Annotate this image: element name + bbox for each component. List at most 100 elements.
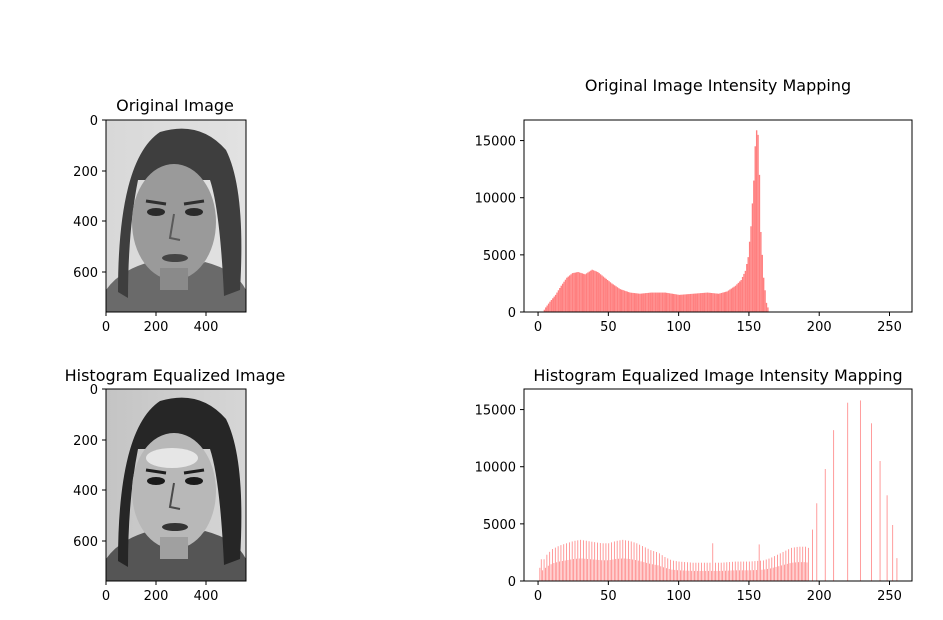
histogram-bar [734,285,737,312]
histogram-bar [677,570,678,581]
histogram-bar [601,560,603,581]
x-tick-label: 200 [144,320,169,335]
histogram-bar [608,281,610,312]
histogram-bar [816,503,818,581]
histogram-bar [733,570,735,581]
histogram-bar [708,570,709,581]
histogram-bar [618,558,619,581]
histogram-bar [726,291,728,312]
histogram-bar [741,276,744,312]
histogram-bar [774,556,775,581]
histogram-bar [737,561,739,581]
histogram-bar [720,292,723,312]
histogram-bar [644,547,646,581]
histogram-bar [698,562,700,581]
y-tick-label: 400 [73,484,98,499]
histogram-bar [646,562,648,581]
histogram-bar [682,570,684,581]
histogram-bar [633,293,636,312]
equalized-face-image [106,389,246,581]
histogram-bar [726,562,728,581]
histogram-bar [595,271,598,312]
histogram-bar [625,540,626,581]
histogram-bar [755,130,758,312]
histogram-bar [637,560,639,581]
histogram-bar [708,292,710,312]
histogram-bar [789,563,791,581]
histogram-bar [754,146,756,312]
histogram-bar [682,294,685,312]
histogram-bar [622,539,624,581]
histogram-bar [584,558,586,581]
histogram-bar [664,292,666,312]
histogram-bar [744,570,746,581]
histogram-bar [640,561,642,581]
histogram-bar [636,293,638,312]
histogram-bar [570,274,572,312]
histogram-bar [746,561,747,581]
histogram-bar [554,547,556,581]
histogram-bar [712,543,714,581]
histogram-bar [706,562,708,581]
histogram-bar [606,560,608,581]
x-tick-label: 200 [144,589,169,604]
original-image-title: Original Image [116,96,234,115]
histogram-bar [807,547,809,581]
histogram-bar [633,542,635,581]
histogram-bar [613,541,615,581]
histogram-bar [685,570,687,581]
histogram-bar [719,293,721,312]
histogram-bar [727,570,729,581]
histogram-bar [737,282,740,312]
histogram-bar [740,561,742,581]
y-tick-label: 200 [73,165,98,180]
histogram-bar [664,557,666,581]
histogram-bar [570,559,572,581]
histogram-bar [574,540,576,581]
histogram-bar [566,277,568,312]
histogram-bar [581,558,583,581]
histogram-bar [654,564,656,581]
histogram-bar [715,562,716,581]
histogram-bar [729,562,731,581]
histogram-bar [730,288,733,312]
histogram-bar [539,567,541,581]
y-tick-label: 0 [508,306,516,321]
equalized-image-title: Histogram Equalized Image [65,366,286,385]
histogram-bar [765,559,767,581]
y-tick-label: 0 [508,575,516,590]
histogram-bar [699,293,702,312]
histogram-bar [741,570,743,581]
histogram-bar [751,203,754,312]
x-tick-label: 0 [102,320,110,335]
histogram-bar [758,174,761,312]
histogram-bar [685,294,688,312]
histogram-bar [757,560,759,581]
histogram-bar [567,276,569,312]
histogram-bar [667,558,669,581]
x-tick-label: 150 [737,320,762,335]
histogram-bar [592,559,594,581]
histogram-bar [549,301,551,312]
histogram-bar [675,561,677,581]
histogram-bar [584,274,586,312]
histogram-bar [609,560,611,581]
histogram-bar [561,561,563,581]
histogram-bar [629,559,631,581]
histogram-bar [732,287,734,312]
histogram-bar [760,232,762,312]
histogram-bar [671,293,673,312]
histogram-bar [747,257,749,312]
histogram-bar [833,430,835,581]
histogram-bar [590,559,591,581]
histogram-bar [767,307,769,312]
histogram-bar [701,562,702,581]
histogram-bar [640,293,643,312]
histogram-bar [723,562,725,581]
histogram-bar [847,402,849,581]
histogram-bar [765,302,768,312]
histogram-bar [680,294,682,312]
histogram-bar [644,293,647,312]
histogram-bar [757,134,759,312]
histogram-bar [703,292,706,312]
